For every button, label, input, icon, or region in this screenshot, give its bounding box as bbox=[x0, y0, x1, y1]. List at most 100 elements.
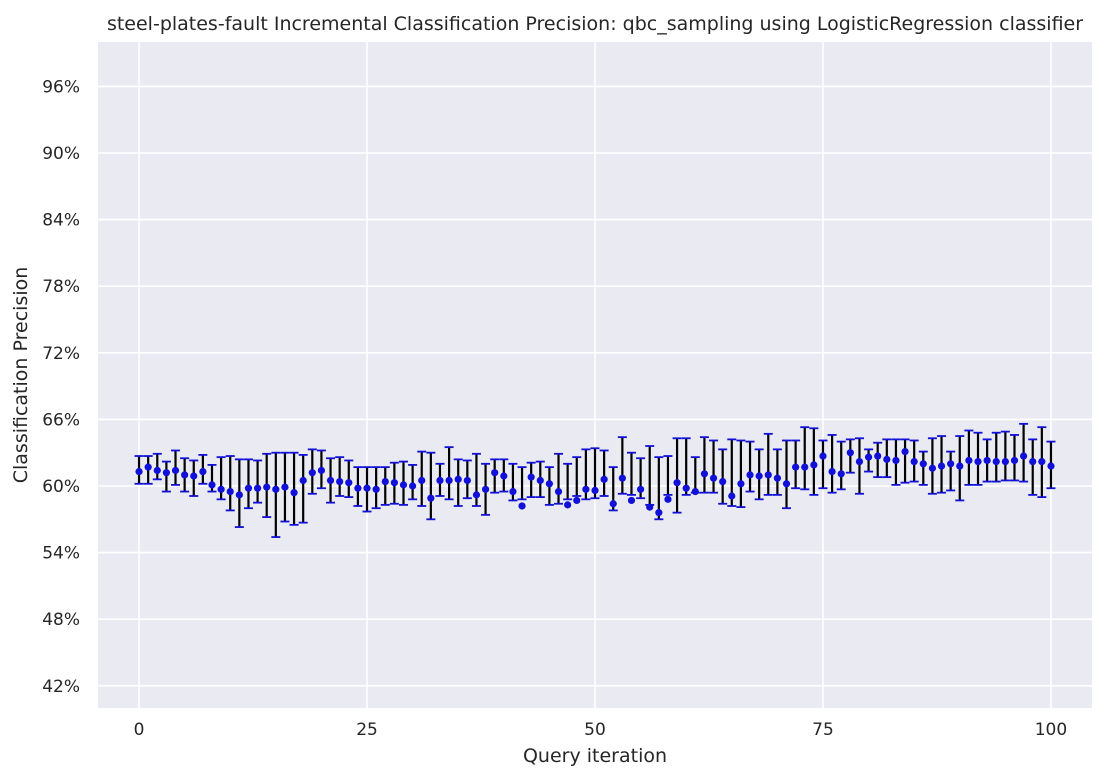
data-point bbox=[308, 469, 316, 477]
y-axis-label: Classification Precision bbox=[10, 267, 32, 484]
data-point bbox=[399, 481, 408, 489]
data-point bbox=[564, 501, 572, 509]
data-point bbox=[864, 453, 873, 461]
data-point bbox=[892, 456, 900, 465]
data-point bbox=[591, 486, 599, 495]
x-tick-labels: 0 25 50 75 100 bbox=[134, 720, 1068, 740]
data-point bbox=[737, 480, 745, 488]
data-point bbox=[1038, 457, 1046, 466]
data-point bbox=[655, 509, 663, 517]
data-point bbox=[819, 452, 827, 460]
data-point bbox=[144, 463, 152, 471]
y-tick-label: 72% bbox=[42, 344, 80, 364]
data-point bbox=[527, 473, 535, 481]
data-point bbox=[846, 449, 854, 457]
data-point bbox=[919, 460, 927, 468]
data-point bbox=[636, 485, 645, 493]
data-point bbox=[828, 467, 836, 476]
data-point bbox=[837, 470, 845, 478]
data-point bbox=[983, 456, 991, 465]
x-tick-label: 75 bbox=[812, 720, 834, 740]
data-point bbox=[299, 476, 307, 485]
data-point bbox=[217, 485, 225, 493]
chart-title: steel-plates-fault Incremental Classific… bbox=[107, 13, 1083, 35]
y-tick-label: 42% bbox=[42, 677, 80, 697]
data-point bbox=[363, 484, 371, 492]
data-point bbox=[810, 461, 818, 469]
data-point bbox=[481, 485, 490, 493]
x-tick-label: 25 bbox=[356, 720, 378, 740]
data-point bbox=[719, 477, 727, 486]
y-tick-label: 54% bbox=[42, 544, 80, 564]
y-tick-label: 78% bbox=[42, 277, 80, 297]
data-point bbox=[682, 484, 690, 492]
data-point bbox=[244, 484, 253, 492]
data-point bbox=[855, 457, 864, 466]
x-axis-label: Query iteration bbox=[523, 745, 667, 767]
data-point bbox=[773, 474, 781, 482]
data-point bbox=[937, 462, 946, 470]
data-point bbox=[390, 479, 398, 487]
data-point bbox=[326, 476, 335, 485]
data-point bbox=[445, 476, 453, 485]
data-point bbox=[208, 481, 216, 489]
data-point bbox=[792, 463, 800, 471]
data-point bbox=[947, 460, 955, 468]
data-point bbox=[801, 463, 809, 471]
data-point bbox=[253, 484, 262, 492]
y-tick-label: 48% bbox=[42, 610, 80, 630]
data-point bbox=[673, 479, 681, 487]
data-point bbox=[618, 474, 626, 482]
data-point bbox=[700, 470, 709, 478]
x-tick-label: 0 bbox=[134, 720, 145, 740]
data-point bbox=[317, 466, 326, 475]
data-point bbox=[627, 496, 636, 505]
data-point bbox=[263, 483, 271, 491]
data-point bbox=[381, 477, 389, 486]
y-tick-label: 60% bbox=[42, 477, 80, 497]
data-point bbox=[372, 485, 380, 493]
data-point bbox=[1047, 462, 1055, 470]
data-point bbox=[1010, 456, 1019, 465]
y-tick-label: 96% bbox=[42, 77, 80, 97]
data-point bbox=[190, 472, 198, 480]
data-point bbox=[1020, 452, 1028, 460]
data-point bbox=[728, 492, 736, 500]
data-point bbox=[345, 479, 353, 487]
data-point bbox=[281, 483, 289, 491]
data-point bbox=[965, 456, 973, 465]
data-point bbox=[509, 487, 517, 496]
data-point bbox=[1029, 457, 1037, 466]
data-point bbox=[709, 474, 718, 482]
data-point bbox=[910, 457, 918, 466]
data-point bbox=[609, 500, 617, 508]
data-point bbox=[536, 476, 544, 485]
data-point bbox=[336, 477, 344, 486]
data-point bbox=[454, 475, 462, 483]
data-point bbox=[554, 487, 563, 496]
data-point bbox=[500, 472, 508, 480]
data-point bbox=[491, 469, 499, 477]
data-point bbox=[928, 464, 937, 472]
data-point bbox=[782, 480, 791, 488]
data-point bbox=[1001, 457, 1009, 466]
data-point bbox=[171, 466, 180, 475]
y-tick-label: 84% bbox=[42, 211, 80, 231]
data-point bbox=[135, 467, 143, 476]
data-point bbox=[226, 487, 234, 496]
data-point bbox=[874, 452, 882, 460]
data-point bbox=[974, 457, 982, 466]
data-point bbox=[992, 457, 1000, 466]
data-point bbox=[764, 471, 772, 479]
y-tick-label: 66% bbox=[42, 410, 80, 430]
data-point bbox=[235, 491, 243, 499]
data-point bbox=[600, 475, 608, 483]
data-point bbox=[162, 469, 170, 477]
data-point bbox=[646, 503, 654, 511]
data-point bbox=[418, 476, 426, 485]
y-tick-labels: 42% 48% 54% 60% 66% 72% 78% 84% 90% 96% bbox=[42, 77, 80, 696]
data-point bbox=[290, 489, 298, 497]
x-tick-label: 50 bbox=[584, 720, 606, 740]
data-point bbox=[901, 447, 909, 456]
